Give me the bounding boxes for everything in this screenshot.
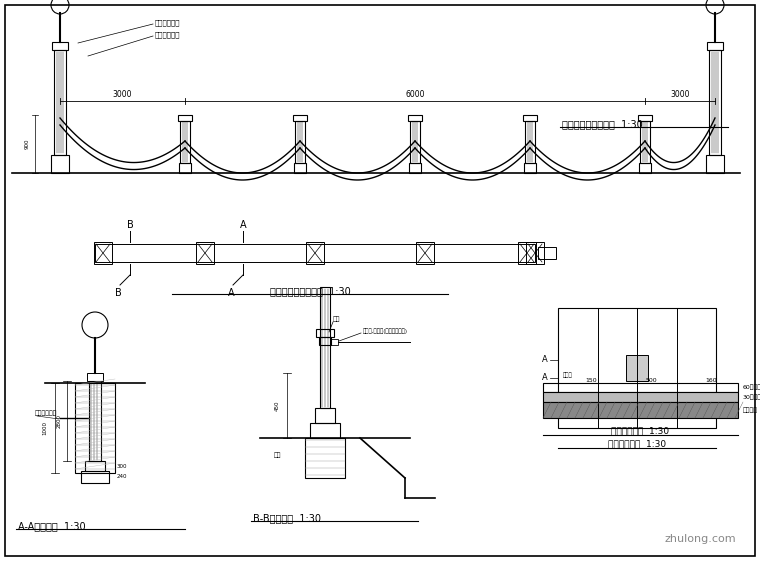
Bar	[81, 471, 109, 483]
Text: 60厚平铺青石板: 60厚平铺青石板	[743, 384, 760, 390]
Text: 素砼: 素砼	[274, 452, 280, 458]
Bar	[293, 115, 307, 121]
Bar	[89, 381, 101, 461]
Text: 1000: 1000	[43, 421, 47, 435]
Bar	[330, 339, 338, 345]
Bar	[319, 337, 331, 345]
Bar	[320, 287, 330, 408]
Text: 30厚中砂铺垫: 30厚中砂铺垫	[743, 394, 760, 400]
Text: 3000: 3000	[670, 90, 690, 99]
Bar	[538, 247, 556, 259]
Text: zhulong.com: zhulong.com	[664, 534, 736, 544]
Text: 灯步园路大样  1:30: 灯步园路大样 1:30	[608, 439, 666, 448]
Bar	[87, 373, 103, 381]
Bar	[310, 423, 340, 438]
Bar	[640, 121, 650, 163]
Bar	[638, 115, 652, 121]
Text: 钢丝绳,距地面(用钢丝绳固定): 钢丝绳,距地面(用钢丝绳固定)	[363, 328, 408, 334]
Bar	[95, 244, 535, 262]
Text: 素垫层: 素垫层	[563, 372, 573, 378]
Text: 300: 300	[117, 463, 128, 468]
Bar	[295, 121, 305, 163]
Bar	[408, 115, 422, 121]
Text: 6000: 6000	[405, 90, 425, 99]
Text: 灯步园路大样  1:30: 灯步园路大样 1:30	[611, 426, 669, 435]
Text: 素土夯实: 素土夯实	[743, 407, 758, 413]
Text: 螺帽: 螺帽	[333, 316, 340, 322]
Text: 沿河护栏灯柱立面图  1:30: 沿河护栏灯柱立面图 1:30	[562, 119, 643, 129]
Bar	[294, 163, 306, 173]
Text: 900: 900	[24, 139, 30, 149]
Text: 灯臂安装高度: 灯臂安装高度	[35, 410, 58, 416]
Bar	[178, 115, 192, 121]
Bar	[416, 242, 434, 264]
Text: A: A	[228, 288, 234, 298]
Text: 沿河护栏灯柱平面图  1:30: 沿河护栏灯柱平面图 1:30	[270, 286, 350, 296]
Bar	[639, 163, 651, 173]
Text: B-B护栏剖面  1:30: B-B护栏剖面 1:30	[253, 513, 321, 523]
Text: A: A	[542, 374, 548, 383]
Text: 重在钢丝栏杆: 重在钢丝栏杆	[155, 20, 181, 26]
Bar	[558, 308, 716, 428]
Bar	[306, 242, 324, 264]
Text: 240: 240	[117, 473, 128, 479]
Bar	[179, 163, 191, 173]
Bar	[706, 155, 724, 173]
Bar	[525, 121, 535, 163]
Text: 150: 150	[585, 379, 597, 384]
Bar	[305, 438, 345, 478]
Bar	[524, 163, 536, 173]
Bar	[85, 461, 105, 471]
Text: B: B	[127, 220, 133, 230]
Bar	[75, 383, 115, 473]
Bar	[54, 50, 66, 155]
Bar	[518, 242, 536, 264]
Bar	[709, 50, 721, 155]
Text: 3000: 3000	[112, 90, 132, 99]
Bar	[409, 163, 421, 173]
Bar	[523, 115, 537, 121]
Bar	[180, 121, 190, 163]
Text: B: B	[115, 288, 122, 298]
Bar	[543, 402, 738, 418]
Text: 500: 500	[645, 379, 657, 384]
Text: 管托式钢栏杆: 管托式钢栏杆	[155, 31, 181, 38]
Bar	[543, 383, 738, 392]
Bar	[316, 329, 334, 337]
Bar	[410, 121, 420, 163]
Bar	[52, 42, 68, 50]
Text: 160: 160	[705, 379, 717, 384]
Text: 2800: 2800	[56, 414, 62, 428]
Text: A-A灯柱剖面  1:30: A-A灯柱剖面 1:30	[18, 521, 86, 531]
Bar	[543, 392, 738, 402]
Bar	[94, 242, 112, 264]
Text: A: A	[239, 220, 246, 230]
Text: 450: 450	[274, 401, 280, 411]
Bar	[315, 408, 335, 423]
Text: A: A	[542, 356, 548, 365]
Bar	[526, 242, 544, 264]
Bar	[196, 242, 214, 264]
Bar	[626, 355, 648, 381]
Bar	[51, 155, 69, 173]
Bar	[707, 42, 723, 50]
